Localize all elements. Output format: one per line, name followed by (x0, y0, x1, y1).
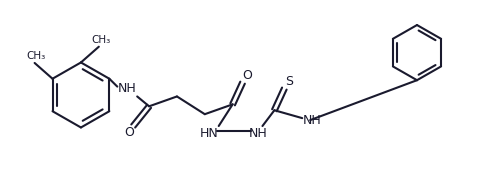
Text: NH: NH (249, 127, 267, 140)
Text: O: O (242, 69, 252, 82)
Text: CH₃: CH₃ (26, 51, 45, 61)
Text: S: S (285, 75, 293, 88)
Text: NH: NH (302, 114, 321, 127)
Text: NH: NH (118, 82, 136, 95)
Text: HN: HN (199, 127, 218, 140)
Text: O: O (124, 126, 134, 139)
Text: CH₃: CH₃ (91, 35, 110, 45)
